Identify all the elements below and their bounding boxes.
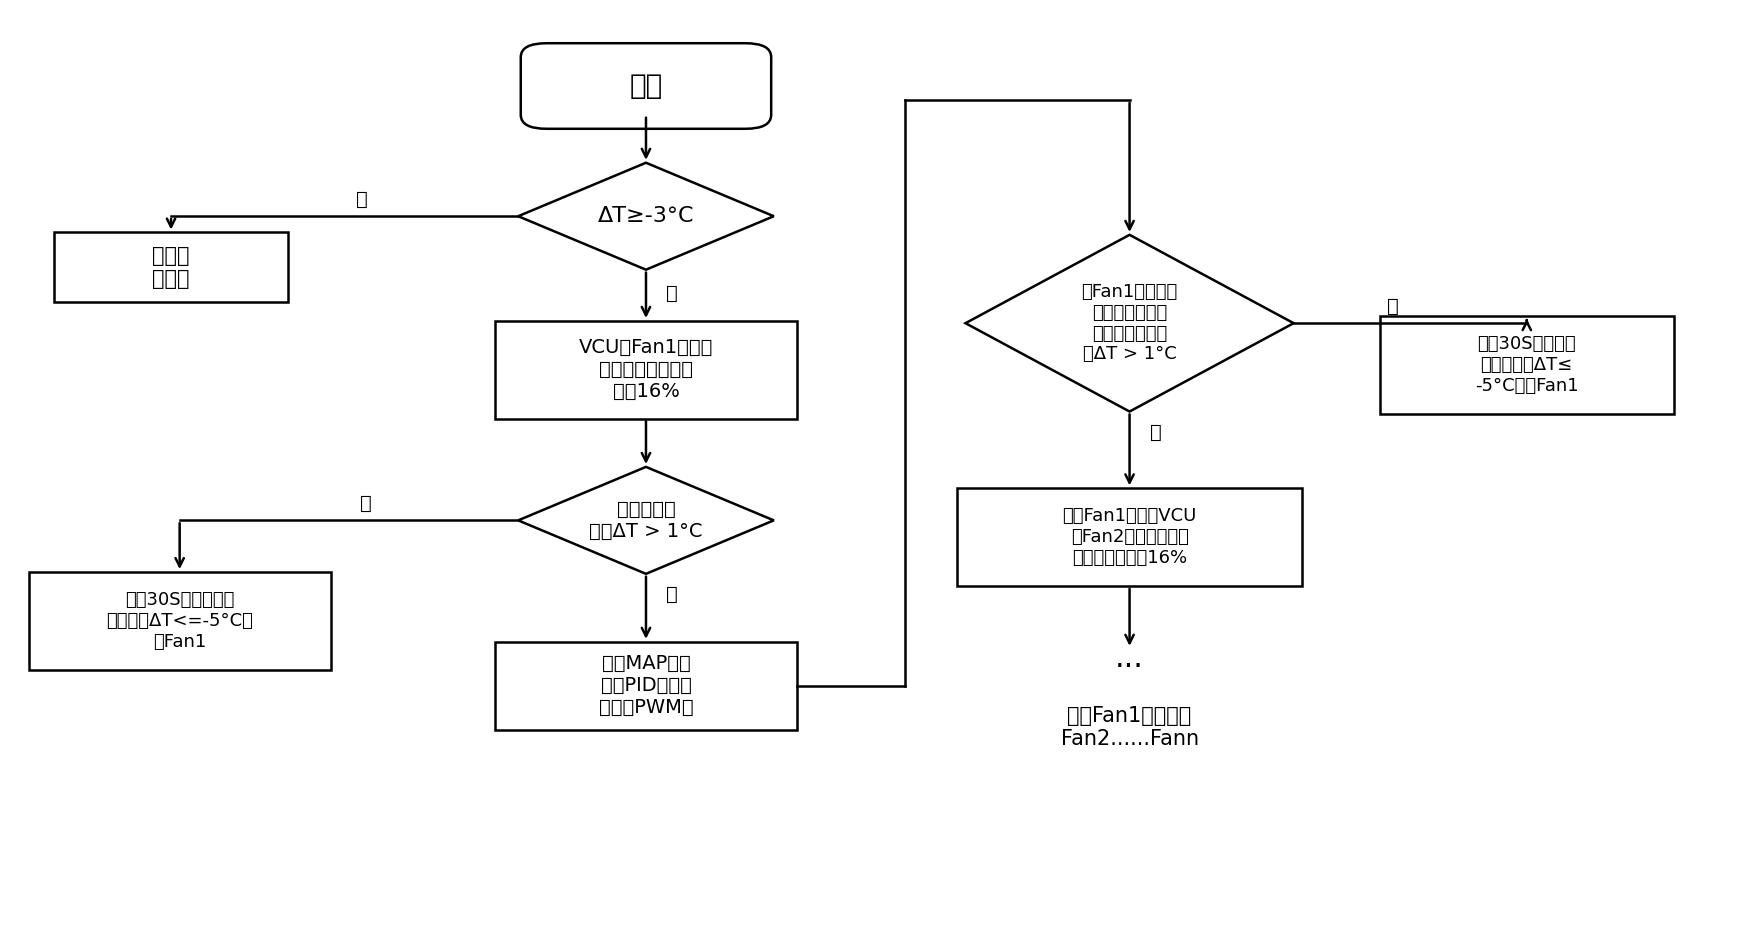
Text: 维持默
认状态: 维持默 认状态	[151, 245, 190, 289]
Text: 是: 是	[667, 585, 677, 604]
Text: VCU给Fan1发使能
信号，初始工作开
度值16%: VCU给Fan1发使能 信号，初始工作开 度值16%	[578, 338, 714, 401]
Text: 温度持续上
升且ΔT > 1°C: 温度持续上 升且ΔT > 1°C	[588, 500, 703, 541]
Polygon shape	[519, 162, 773, 270]
FancyBboxPatch shape	[1381, 316, 1673, 413]
Polygon shape	[519, 467, 773, 574]
FancyBboxPatch shape	[28, 572, 331, 669]
FancyBboxPatch shape	[54, 232, 287, 302]
Text: 维持Fan1不变，VCU
给Fan2发使能信号，
初始工作开度值16%: 维持Fan1不变，VCU 给Fan2发使能信号， 初始工作开度值16%	[1062, 507, 1196, 567]
Text: ···: ···	[1116, 653, 1144, 682]
Text: 延时30S维持现工
作开度，至ΔT≤
-5°C关闭Fan1: 延时30S维持现工 作开度，至ΔT≤ -5°C关闭Fan1	[1475, 335, 1579, 395]
Text: 否: 否	[1388, 297, 1398, 316]
Text: 延时30S维持现工作
开度，至ΔT<=-5°C关
闭Fan1: 延时30S维持现工作 开度，至ΔT<=-5°C关 闭Fan1	[106, 591, 252, 650]
Text: 否: 否	[360, 494, 373, 514]
Text: 是: 是	[1149, 423, 1161, 442]
Polygon shape	[966, 235, 1294, 412]
FancyBboxPatch shape	[521, 43, 771, 128]
FancyBboxPatch shape	[958, 488, 1302, 586]
Text: ΔT≥-3°C: ΔT≥-3°C	[597, 206, 695, 227]
FancyBboxPatch shape	[494, 321, 797, 418]
Text: 类似Fan1依次打开
Fan2......Fann: 类似Fan1依次打开 Fan2......Fann	[1060, 706, 1198, 750]
Text: 否: 否	[355, 190, 367, 209]
Text: 二维MAP线性
调节PID参数，
输出新PWM值: 二维MAP线性 调节PID参数， 输出新PWM值	[599, 654, 693, 717]
FancyBboxPatch shape	[494, 642, 797, 730]
Text: 开始: 开始	[629, 72, 663, 100]
Text: 是: 是	[667, 283, 677, 302]
Text: 若Fan1工作开度
增至最大值时，
温度仍持续上升
且ΔT > 1°C: 若Fan1工作开度 增至最大值时， 温度仍持续上升 且ΔT > 1°C	[1081, 283, 1177, 363]
